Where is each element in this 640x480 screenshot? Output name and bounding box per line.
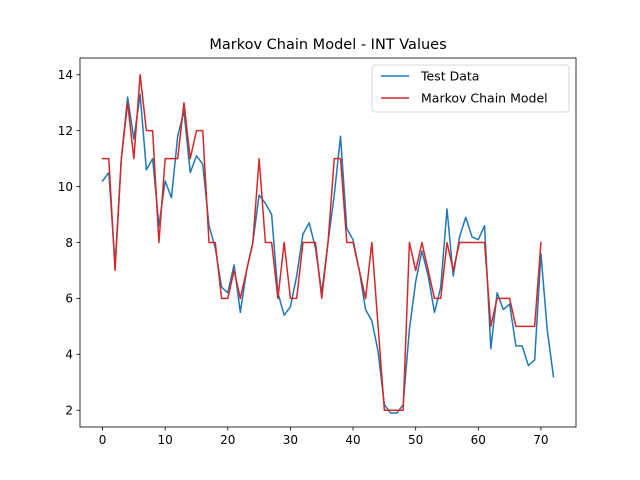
x-tick-label: 0 bbox=[99, 433, 107, 447]
y-tick-label: 2 bbox=[65, 404, 73, 418]
legend-label-markov-chain-model: Markov Chain Model bbox=[421, 91, 548, 106]
chart-title: Markov Chain Model - INT Values bbox=[209, 37, 446, 53]
x-tick-label: 10 bbox=[158, 433, 173, 447]
plot-area: 0 10 20 30 40 50 60 70 2 4 6 8 10 12 14 bbox=[58, 57, 577, 447]
legend-box bbox=[371, 64, 570, 113]
x-tick-label: 40 bbox=[345, 433, 360, 447]
x-tick-label: 20 bbox=[220, 433, 235, 447]
x-tick-label: 30 bbox=[283, 433, 298, 447]
y-tick-label: 14 bbox=[58, 68, 73, 82]
x-tick-label: 50 bbox=[408, 433, 423, 447]
y-tick-label: 10 bbox=[58, 180, 73, 194]
x-tick-label: 70 bbox=[533, 433, 548, 447]
y-tick-label: 8 bbox=[65, 236, 73, 250]
x-tick-label: 60 bbox=[471, 433, 486, 447]
series-line-markov-chain-model bbox=[101, 74, 542, 411]
y-tick-label: 6 bbox=[65, 292, 73, 306]
y-tick-label: 4 bbox=[65, 348, 73, 362]
legend: Test Data Markov Chain Model bbox=[371, 64, 570, 113]
y-tick-label: 12 bbox=[58, 124, 73, 138]
legend-label-test-data: Test Data bbox=[420, 69, 479, 84]
